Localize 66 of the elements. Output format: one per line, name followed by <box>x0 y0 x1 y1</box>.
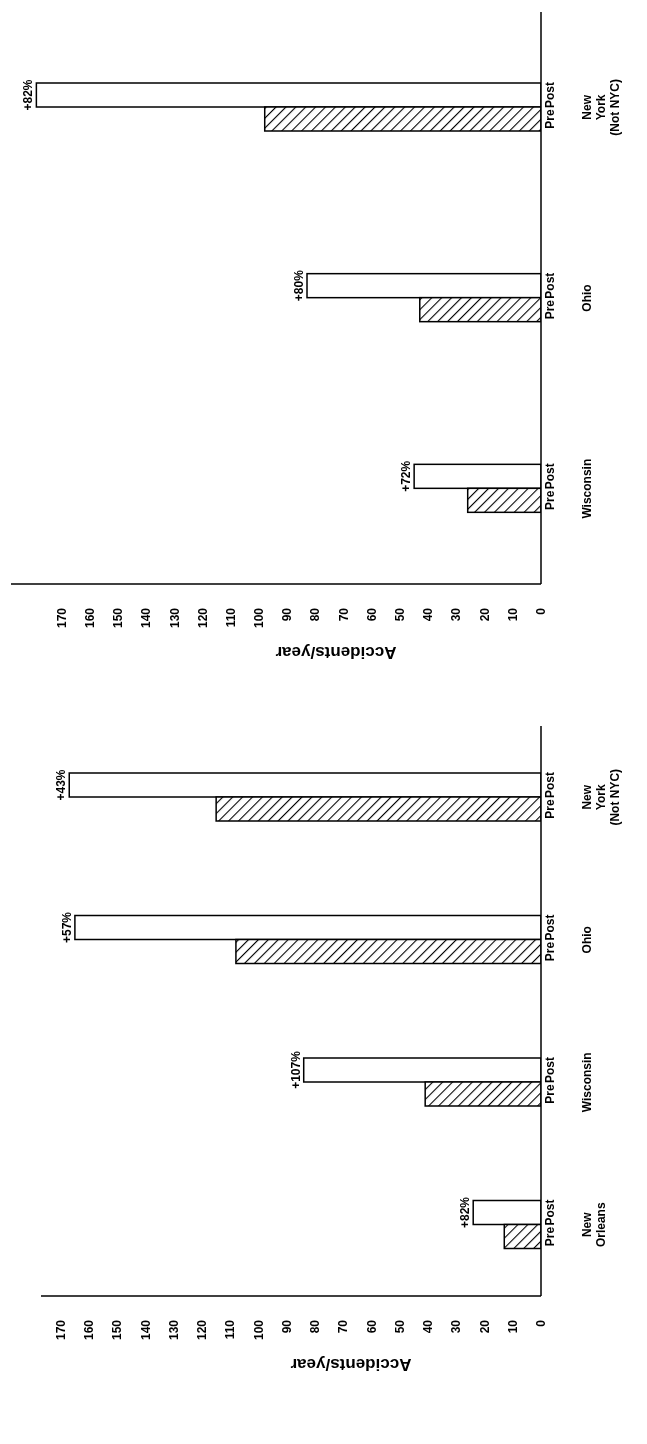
x-tick-label: 160 <box>82 1319 97 1341</box>
x-tick-label: 0 <box>534 1319 548 1327</box>
y-tick-label: Wisconsin <box>580 1052 594 1113</box>
text: Post <box>543 771 557 799</box>
x-tick-label: 20 <box>477 1319 492 1334</box>
x-tick-label: 130 <box>166 1319 181 1341</box>
annotation: +80% <box>292 269 307 302</box>
y-tick-label: Ohio <box>580 284 594 312</box>
x-tick-label: 90 <box>279 1319 294 1334</box>
x-tick-label: 90 <box>280 607 295 622</box>
x-tick-label: 60 <box>364 1319 379 1334</box>
text: Post <box>543 81 557 109</box>
annotation: +107% <box>288 1050 303 1089</box>
x-tick-label: 40 <box>421 1319 436 1334</box>
x-tick-label: 140 <box>139 607 154 629</box>
text: Post <box>543 272 557 299</box>
text: Post <box>543 1199 557 1226</box>
annotation: +82% <box>458 1196 473 1229</box>
x-tick-label: 10 <box>505 1319 520 1334</box>
y-tick-label: New Orleans <box>580 1202 608 1248</box>
annotation: +72% <box>399 460 414 492</box>
x-tick-label: 160 <box>82 607 97 629</box>
x-tick-label: 120 <box>195 607 210 629</box>
x-tick-label: 140 <box>138 1319 153 1341</box>
x-tick-label: 30 <box>449 607 464 622</box>
x-tick-label: 80 <box>308 607 323 622</box>
annotation: +57% <box>59 911 74 944</box>
text: Pre <box>543 109 557 129</box>
text: Pre <box>543 799 557 819</box>
x-tick-label: 70 <box>336 607 351 622</box>
x-tick-label: 100 <box>252 607 267 629</box>
text: Pre <box>543 1084 557 1104</box>
x-tick-label: 30 <box>449 1319 464 1334</box>
x-axis-title: Accidents/year <box>275 642 397 662</box>
x-tick-label: 170 <box>53 1319 68 1341</box>
y-tick-label: New York (Not NYC) <box>580 79 622 136</box>
x-tick-label: 110 <box>223 607 238 628</box>
x-axis-title: Accidents/year <box>290 1354 412 1374</box>
x-tick-label: 120 <box>195 1319 210 1341</box>
text: Post <box>543 1056 557 1084</box>
text: Pre <box>543 941 557 962</box>
x-tick-label: 60 <box>364 607 379 622</box>
y-tick-label: Ohio <box>580 926 594 954</box>
x-tick-label: 0 <box>534 607 548 615</box>
x-tick-label: 70 <box>336 1319 351 1334</box>
x-tick-label: 40 <box>421 607 436 622</box>
x-tick-label: 50 <box>393 607 408 622</box>
annotation: +82% <box>21 79 36 111</box>
annotation: +43% <box>54 769 69 801</box>
x-tick-label: 150 <box>111 607 126 629</box>
x-tick-label: 10 <box>505 607 520 622</box>
x-tick-label: 150 <box>110 1319 125 1341</box>
text: Post <box>543 463 557 490</box>
x-tick-label: 20 <box>477 607 492 622</box>
text: Pre <box>543 299 557 320</box>
text: Pre <box>543 490 557 511</box>
x-tick-label: 130 <box>167 607 182 629</box>
x-tick-label: 110 <box>223 1319 238 1340</box>
y-tick-label: Wisconsin <box>580 458 594 519</box>
x-tick-label: 80 <box>308 1319 323 1334</box>
text: Post <box>543 914 557 941</box>
y-tick-label: New York (Not NYC) <box>580 768 622 826</box>
x-tick-label: 50 <box>392 1319 407 1334</box>
text: Pre <box>543 1226 557 1247</box>
x-tick-label: 170 <box>54 607 69 629</box>
x-tick-label: 100 <box>251 1319 266 1341</box>
